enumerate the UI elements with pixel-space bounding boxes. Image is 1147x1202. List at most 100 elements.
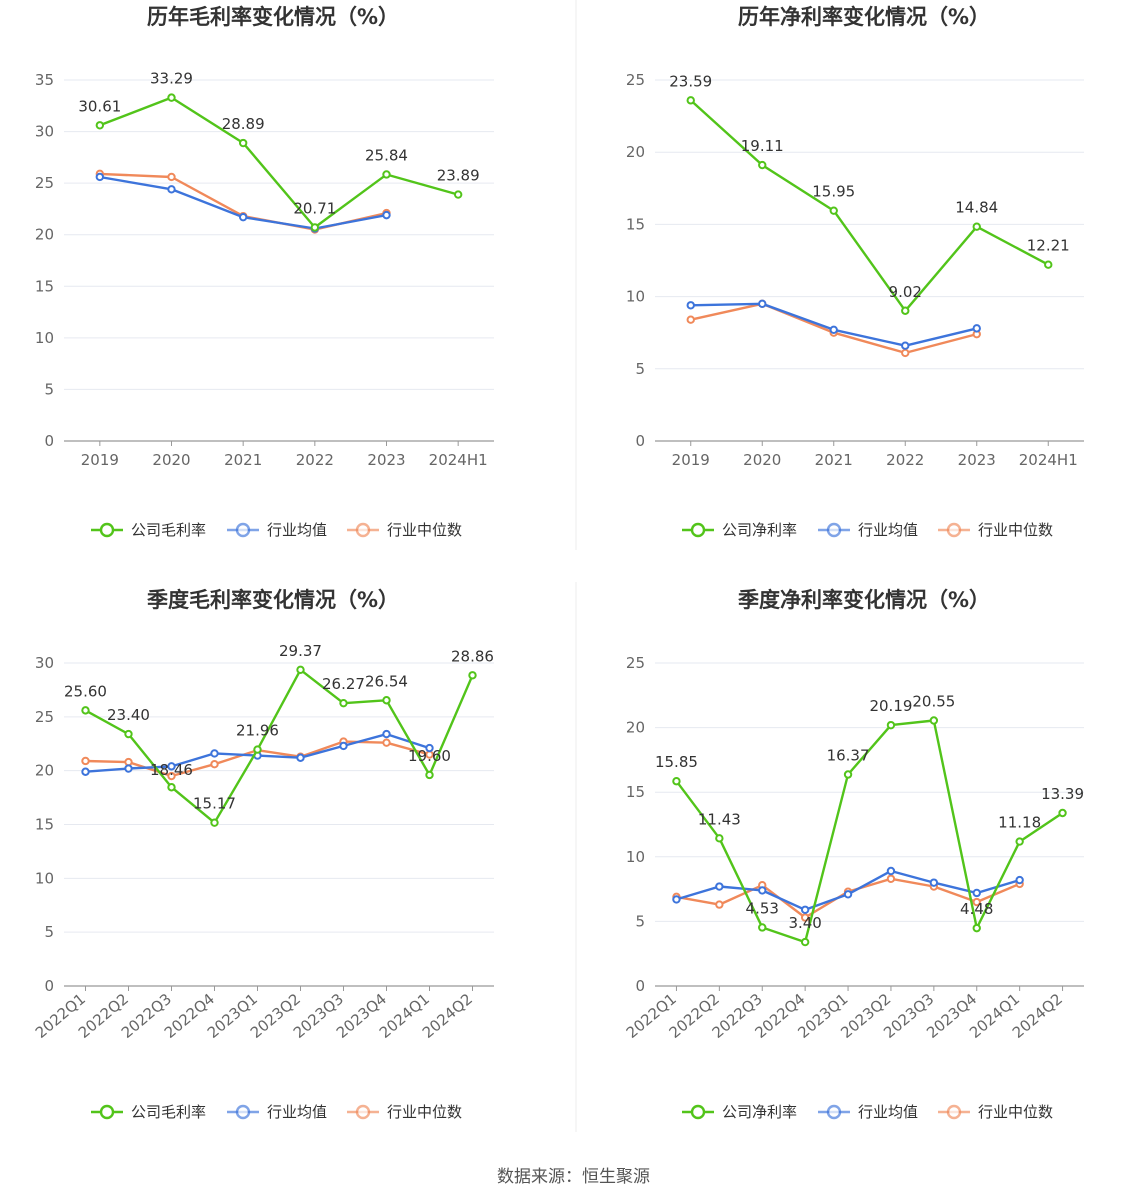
series-point-1 xyxy=(843,770,853,779)
x-tick-label: 2019 xyxy=(81,451,119,469)
series-point-1 xyxy=(715,834,724,843)
series-point-3 xyxy=(81,756,90,766)
series-line-1 xyxy=(99,96,459,229)
x-tick-label: 2022 xyxy=(886,451,924,469)
series-point-1 xyxy=(238,138,248,148)
y-tick-label: 25 xyxy=(35,174,54,192)
x-tick-label: 2019 xyxy=(672,451,710,469)
series-point-2 xyxy=(758,299,767,309)
data-label: 15.17 xyxy=(193,795,236,813)
legend-marker xyxy=(235,1104,251,1120)
y-tick-label: 20 xyxy=(35,762,54,780)
series-point-2 xyxy=(167,762,176,771)
series-point-1 xyxy=(800,937,810,947)
series-point-1 xyxy=(1058,808,1067,818)
legend-label: 行业中位数 xyxy=(387,1103,462,1121)
y-tick-label: 20 xyxy=(626,143,645,161)
series-point-3 xyxy=(715,900,724,909)
data-label: 25.84 xyxy=(365,146,408,164)
y-tick-label: 0 xyxy=(635,977,645,995)
legend-item-1: 公司净利率 xyxy=(682,1103,797,1121)
chart-panel-1: 历年毛利率变化情况（%） 0 5 10 15 20 25 30 35 2019 2020 2021 20… xyxy=(35,5,494,539)
chart-title: 历年毛利率变化情况（%） xyxy=(147,5,399,29)
y-tick-label: 30 xyxy=(35,123,54,141)
y-tick-label: 25 xyxy=(626,71,645,89)
y-tick-label: 20 xyxy=(626,719,645,737)
y-tick-label: 15 xyxy=(35,816,54,834)
legend-item-1: 公司净利率 xyxy=(682,521,797,539)
data-label: 26.27 xyxy=(322,675,365,693)
x-tick-label: 2022 xyxy=(296,451,334,469)
data-label: 16.37 xyxy=(827,746,870,764)
data-label: 20.71 xyxy=(293,199,336,217)
series-point-1 xyxy=(1044,260,1053,269)
legend-item-2: 行业均值 xyxy=(227,521,327,539)
series-point-1 xyxy=(310,223,320,232)
series-point-1 xyxy=(929,716,939,725)
series-point-2 xyxy=(758,886,767,895)
chart-panel-2: 历年净利率变化情况（%） 0 5 10 15 20 25 2019 2020 2021 2022 20… xyxy=(626,5,1084,539)
series-point-1 xyxy=(453,190,463,199)
series-point-2 xyxy=(800,905,810,914)
series-point-2 xyxy=(686,301,695,310)
series-point-3 xyxy=(210,760,219,769)
source-note: 数据来源：恒生聚源 xyxy=(497,1167,650,1187)
legend-label: 公司净利率 xyxy=(722,1103,797,1121)
series-point-1 xyxy=(95,121,105,130)
series-point-1 xyxy=(210,818,219,827)
series-point-2 xyxy=(167,185,176,194)
y-tick-label: 10 xyxy=(35,329,54,347)
data-label: 20.19 xyxy=(869,697,912,715)
y-tick-label: 5 xyxy=(44,380,54,398)
series-point-1 xyxy=(886,720,896,730)
series-point-2 xyxy=(843,890,853,899)
legend-marker xyxy=(826,1104,842,1120)
series-point-3 xyxy=(686,315,695,324)
series-point-2 xyxy=(296,753,305,762)
data-label: 11.18 xyxy=(998,814,1041,832)
legend-marker xyxy=(355,1104,371,1120)
data-label: 11.43 xyxy=(698,810,741,828)
series-point-2 xyxy=(124,764,133,773)
legend-label: 行业均值 xyxy=(267,1103,327,1121)
series-point-1 xyxy=(468,671,477,680)
series-point-2 xyxy=(339,741,348,751)
legend-label: 公司毛利率 xyxy=(131,1103,206,1121)
series-point-2 xyxy=(238,212,248,222)
legend-marker xyxy=(690,522,706,538)
y-tick-label: 5 xyxy=(635,360,645,378)
y-tick-label: 10 xyxy=(626,848,645,866)
series-point-1 xyxy=(758,160,767,170)
data-label: 23.89 xyxy=(437,167,480,185)
legend-marker xyxy=(99,1104,115,1120)
series-point-2 xyxy=(1015,875,1024,885)
legend-label: 行业中位数 xyxy=(387,521,462,539)
legend-marker xyxy=(826,522,842,538)
series-point-1 xyxy=(167,93,176,102)
legend-item-3: 行业中位数 xyxy=(347,1103,462,1121)
data-label: 29.37 xyxy=(279,642,322,660)
series-point-2 xyxy=(81,767,90,776)
series-point-3 xyxy=(886,874,896,883)
chart-title: 历年净利率变化情况（%） xyxy=(738,5,990,29)
data-label: 14.84 xyxy=(955,199,998,217)
series-line-1 xyxy=(84,668,474,824)
legend-item-1: 公司毛利率 xyxy=(91,521,206,539)
series-point-1 xyxy=(758,923,767,932)
legend-item-2: 行业均值 xyxy=(818,1103,918,1121)
legend-item-1: 公司毛利率 xyxy=(91,1103,206,1121)
data-label: 3.40 xyxy=(788,914,821,932)
data-label: 33.29 xyxy=(150,70,193,88)
series-point-3 xyxy=(167,771,176,781)
y-tick-label: 30 xyxy=(35,654,54,672)
y-tick-label: 5 xyxy=(635,912,645,930)
series-point-2 xyxy=(929,878,939,887)
chart-panel-4: 季度净利率变化情况（%）05101520252022Q12022Q22022Q3… xyxy=(623,588,1084,1121)
series-point-2 xyxy=(972,324,981,333)
chart-panel-3: 季度毛利率变化情况（%）0510152025302022Q12022Q22022… xyxy=(32,588,494,1121)
series-point-1 xyxy=(167,783,176,792)
legend-label: 行业中位数 xyxy=(978,1103,1053,1121)
legend-marker xyxy=(690,1104,706,1120)
legend-label: 行业均值 xyxy=(267,521,327,539)
